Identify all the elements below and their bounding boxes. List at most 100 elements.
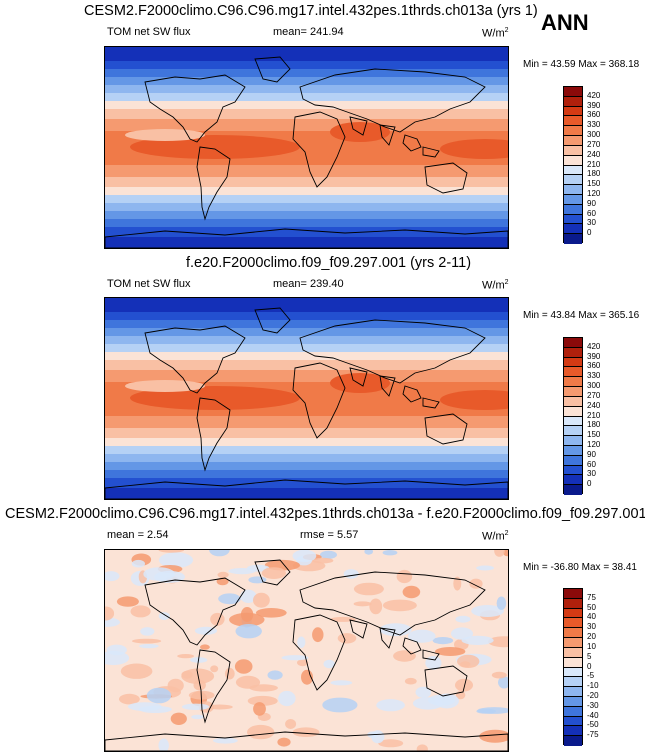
min-max-label: Min = 43.84 Max = 365.16 bbox=[523, 310, 640, 321]
colorbar-tick-label: -10 bbox=[587, 681, 599, 691]
colorbar-tick-label: 10 bbox=[587, 641, 596, 651]
colorbar-tick-label: 330 bbox=[587, 120, 601, 130]
map-field bbox=[105, 47, 508, 248]
colorbar-tick-label: 210 bbox=[587, 159, 601, 169]
colorbar-box bbox=[564, 436, 582, 446]
colorbar-tick-label: 60 bbox=[587, 208, 596, 218]
colorbar-tick-label: 120 bbox=[587, 439, 601, 449]
colorbar-tick-label: 420 bbox=[587, 90, 601, 100]
colorbar-tick-label: 30 bbox=[587, 218, 596, 228]
colorbar-tick-label: 20 bbox=[587, 632, 596, 642]
colorbar-tick-label: -75 bbox=[587, 730, 599, 740]
colorbar-box bbox=[564, 357, 582, 368]
rmse-label: rmse = 5.57 bbox=[300, 529, 359, 541]
colorbar-tick-label: 300 bbox=[587, 130, 601, 140]
colorbar-box bbox=[564, 136, 582, 146]
colorbar-tick-label: 390 bbox=[587, 351, 601, 361]
colorbar-tick-label: 75 bbox=[587, 592, 596, 602]
colorbar-tick-label: 360 bbox=[587, 110, 601, 120]
colorbar-box bbox=[564, 194, 582, 205]
map-field bbox=[105, 550, 508, 751]
map-field bbox=[105, 298, 508, 499]
colorbar-tick-label: 180 bbox=[587, 169, 601, 179]
colorbar-box bbox=[564, 185, 582, 195]
colorbar-tick-label: 40 bbox=[587, 612, 596, 622]
colorbar-tick-label: 270 bbox=[587, 139, 601, 149]
colorbar-box bbox=[564, 589, 582, 599]
colorbar-box bbox=[564, 706, 582, 717]
variable-label: TOM net SW flux bbox=[107, 278, 191, 290]
colorbar bbox=[563, 588, 583, 746]
colorbar-box bbox=[564, 716, 582, 727]
colorbar-box bbox=[564, 726, 582, 737]
colorbar-tick-label: 330 bbox=[587, 371, 601, 381]
global-map bbox=[104, 46, 509, 249]
colorbar-box bbox=[564, 657, 582, 668]
colorbar-box bbox=[564, 696, 582, 707]
colorbar-box bbox=[564, 116, 582, 127]
colorbar-tick-label: -30 bbox=[587, 700, 599, 710]
colorbar-tick-label: 50 bbox=[587, 602, 596, 612]
colorbar-tick-label: 240 bbox=[587, 400, 601, 410]
colorbar-box bbox=[564, 475, 582, 486]
colorbar-tick-label: 390 bbox=[587, 100, 601, 110]
min-max-label: Min = 43.59 Max = 368.18 bbox=[523, 59, 640, 70]
colorbar-box bbox=[564, 204, 582, 215]
colorbar-box bbox=[564, 465, 582, 476]
colorbar-box bbox=[564, 618, 582, 629]
colorbar-box bbox=[564, 387, 582, 397]
colorbar-tick-label: 30 bbox=[587, 469, 596, 479]
mean-label: mean= 239.40 bbox=[273, 278, 344, 290]
colorbar-box bbox=[564, 677, 582, 688]
colorbar-box bbox=[564, 165, 582, 176]
colorbar-box bbox=[564, 687, 582, 697]
units-label: W/m2 bbox=[482, 279, 509, 292]
colorbar-tick-label: -5 bbox=[587, 671, 595, 681]
colorbar-box bbox=[564, 224, 582, 235]
colorbar-box bbox=[564, 667, 582, 678]
colorbar-tick-label: 0 bbox=[587, 661, 592, 671]
colorbar-box bbox=[564, 214, 582, 225]
colorbar-tick-label: 90 bbox=[587, 449, 596, 459]
colorbar-box bbox=[564, 106, 582, 117]
colorbar-box bbox=[564, 445, 582, 456]
mean-label: mean = 2.54 bbox=[107, 529, 169, 541]
colorbar-box bbox=[564, 416, 582, 427]
season-label: ANN bbox=[541, 10, 589, 35]
colorbar-box bbox=[564, 736, 582, 746]
units-label: W/m2 bbox=[482, 27, 509, 40]
colorbar-tick-label: 60 bbox=[587, 459, 596, 469]
colorbar-tick-label: 360 bbox=[587, 361, 601, 371]
colorbar-box bbox=[564, 126, 582, 137]
colorbar-box bbox=[564, 598, 582, 609]
colorbar-box bbox=[564, 485, 582, 495]
colorbar-box bbox=[564, 155, 582, 166]
colorbar-box bbox=[564, 234, 582, 244]
colorbar-box bbox=[564, 406, 582, 417]
colorbar-tick-label: 0 bbox=[587, 479, 592, 489]
colorbar-tick-label: -50 bbox=[587, 720, 599, 730]
colorbar-box bbox=[564, 628, 582, 639]
colorbar-tick-label: 420 bbox=[587, 341, 601, 351]
colorbar-tick-label: 240 bbox=[587, 149, 601, 159]
colorbar-box bbox=[564, 347, 582, 358]
colorbar-box bbox=[564, 338, 582, 348]
colorbar-tick-label: 210 bbox=[587, 410, 601, 420]
min-max-label: Min = -36.80 Max = 38.41 bbox=[523, 562, 637, 573]
colorbar-box bbox=[564, 426, 582, 437]
colorbar-box bbox=[564, 608, 582, 619]
colorbar-tick-label: 150 bbox=[587, 430, 601, 440]
units-label: W/m2 bbox=[482, 530, 509, 543]
colorbar-tick-label: 30 bbox=[587, 622, 596, 632]
colorbar-tick-label: 180 bbox=[587, 420, 601, 430]
colorbar-box bbox=[564, 96, 582, 107]
colorbar-tick-label: -20 bbox=[587, 690, 599, 700]
colorbar bbox=[563, 86, 583, 244]
colorbar-tick-label: 120 bbox=[587, 188, 601, 198]
colorbar-box bbox=[564, 396, 582, 407]
colorbar-box bbox=[564, 175, 582, 186]
global-map bbox=[104, 549, 509, 752]
colorbar-tick-label: 5 bbox=[587, 651, 592, 661]
global-map bbox=[104, 297, 509, 500]
colorbar-box bbox=[564, 367, 582, 378]
